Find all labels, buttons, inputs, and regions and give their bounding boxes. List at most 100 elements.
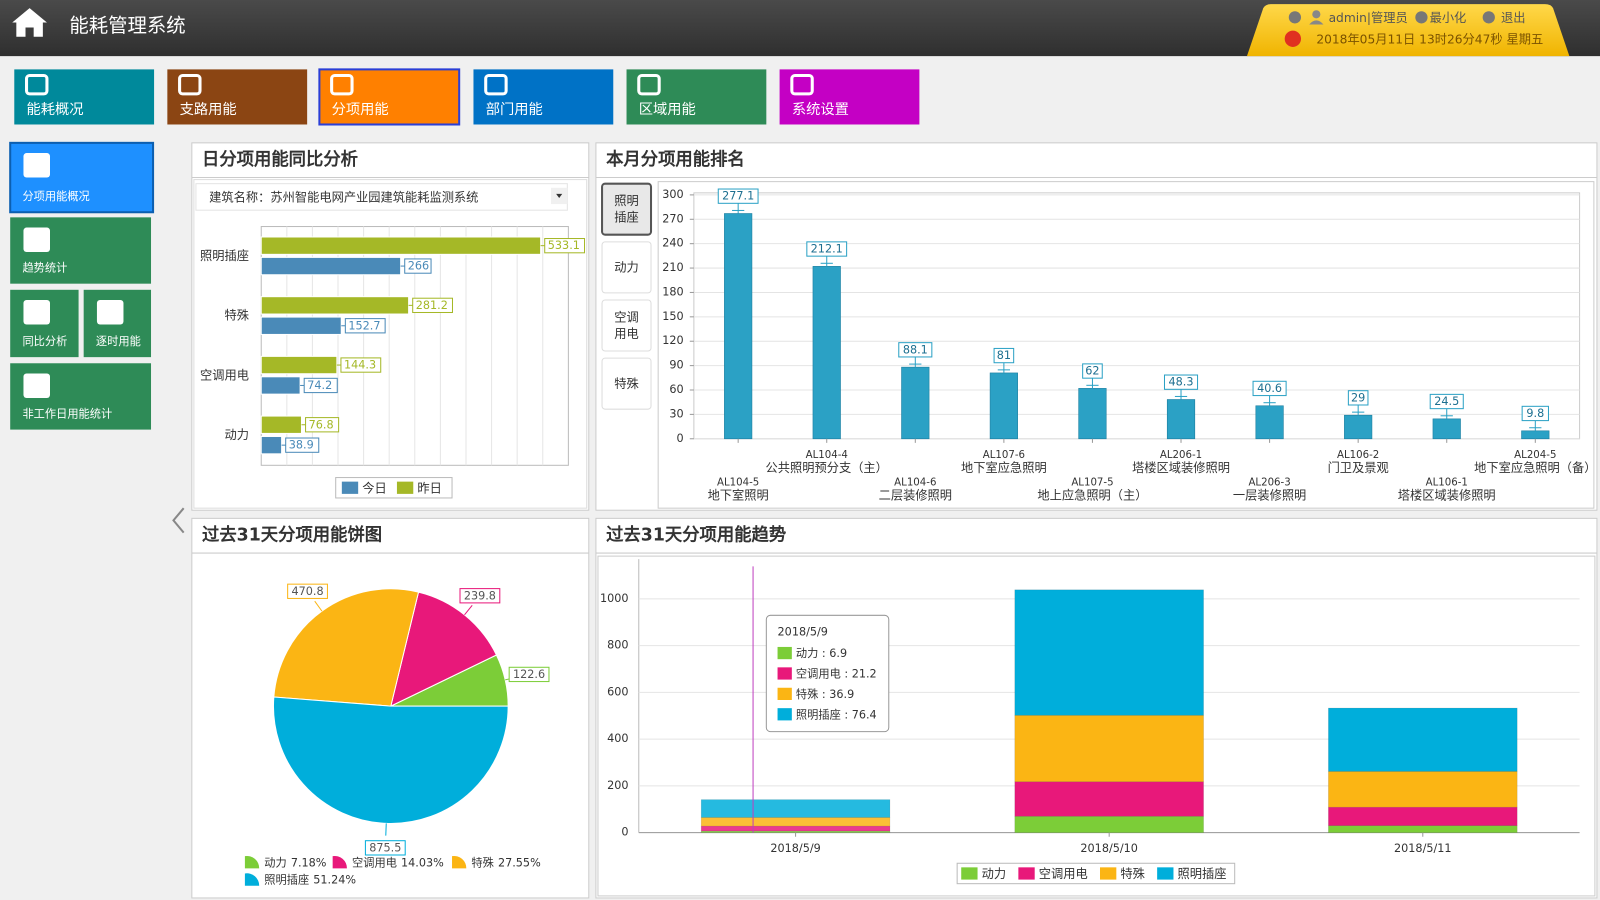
data-label: 239.8 (464, 589, 496, 602)
alarm-icon[interactable] (1284, 30, 1302, 47)
legend-percent: 51.24% (313, 874, 356, 887)
bar (1255, 405, 1284, 440)
label-box (344, 318, 386, 334)
y-tick-label: 600 (607, 685, 628, 698)
data-label: 281.2 (416, 299, 448, 312)
category-button[interactable] (601, 241, 652, 294)
legend-percent: 27.55% (498, 856, 541, 869)
building-select[interactable] (195, 183, 568, 211)
nav-tile[interactable] (473, 69, 614, 125)
y-tick-label: 30 (669, 407, 683, 420)
sidebar-label: 非工作日用能统计 (22, 406, 112, 420)
category-button-text[interactable]: 动力 (603, 243, 650, 292)
nav-label: 区域用能 (639, 101, 696, 118)
bar-segment (700, 799, 891, 818)
legend-percent: 14.03% (401, 856, 444, 869)
category-button-label[interactable]: 特殊 (614, 376, 639, 391)
bar (260, 236, 542, 255)
legend-swatch (244, 855, 260, 869)
bar (989, 372, 1018, 440)
data-label: 875.5 (369, 841, 401, 854)
bar (260, 256, 402, 276)
legend-swatch (452, 855, 467, 869)
sidebar-icon (96, 300, 124, 325)
nav-icon (484, 73, 508, 96)
y-tick-label: 270 (662, 212, 683, 225)
label-box (1082, 363, 1103, 379)
label-box (1521, 405, 1549, 422)
category-button-label[interactable]: 照明插座 (614, 193, 639, 225)
legend-swatch (1100, 867, 1117, 880)
y-tick-label: 0 (621, 826, 628, 839)
filter-label: 建筑名称： (209, 189, 270, 204)
nav-icon (330, 73, 354, 96)
x-tick-label: AL107-5 (1071, 478, 1113, 489)
label-box (305, 417, 340, 433)
data-label: 24.5 (1434, 395, 1459, 408)
data-label: 40.6 (1257, 382, 1282, 395)
y-tick-label: 照明插座 (200, 248, 249, 263)
label-box (1429, 393, 1464, 410)
x-tick-label: 地下室应急照明（备） (1474, 460, 1596, 475)
category-button-text[interactable]: 特殊 (603, 359, 650, 408)
info-icon[interactable] (1288, 11, 1302, 24)
minimize-icon[interactable] (1415, 11, 1428, 24)
collapse-arrow[interactable] (172, 507, 185, 534)
legend-label: 今日 (362, 480, 386, 495)
tooltip (765, 614, 890, 733)
pie-slice (390, 591, 498, 708)
home-icon[interactable] (12, 8, 47, 37)
x-tick-label: 地下室照明 (708, 487, 769, 502)
bar (1521, 430, 1550, 440)
user-name: admin|管理员 (1329, 10, 1408, 26)
datetime: 2018年05月11日 13时26分47秒 星期五 (1316, 32, 1543, 46)
x-tick-label: 门卫及景观 (1328, 460, 1389, 475)
bar (724, 213, 753, 440)
panel-title: 本月分项用能排名 (606, 149, 745, 170)
data-label: 81 (997, 349, 1011, 362)
x-tick-label: 塔楼区域装修照明 (1398, 487, 1496, 502)
nav-label: 部门用能 (486, 101, 543, 118)
category-button[interactable] (601, 299, 652, 352)
data-label: 48.3 (1169, 376, 1194, 389)
nav-tile[interactable] (779, 69, 920, 125)
category-button[interactable] (601, 357, 652, 410)
nav-tile[interactable] (14, 69, 155, 125)
minimize-button[interactable]: 最小化 (1430, 11, 1467, 25)
legend-swatch (1018, 867, 1035, 880)
bar (260, 415, 302, 434)
nav-tile[interactable] (626, 69, 767, 125)
nav-tile[interactable] (318, 68, 461, 126)
category-button-label[interactable]: 动力 (614, 260, 639, 275)
bar-segment (1014, 715, 1204, 783)
category-button-label[interactable]: 空调用电 (614, 310, 639, 341)
sidebar-label: 同比分析 (22, 334, 67, 348)
data-label: 266 (408, 260, 429, 273)
bar (901, 366, 930, 440)
category-button-text[interactable]: 照明插座 (603, 185, 650, 234)
exit-button[interactable]: 退出 (1501, 11, 1525, 25)
data-label: 76.8 (309, 418, 334, 431)
nav-tile[interactable] (167, 69, 308, 125)
panel-title: 日分项用能同比分析 (202, 149, 358, 170)
label-box (285, 437, 320, 453)
legend-label: 动力 7.18% (264, 856, 327, 869)
bar-segment (1328, 825, 1518, 833)
data-label: 9.8 (1526, 407, 1544, 420)
label-box (806, 241, 848, 257)
data-label: 88.1 (903, 343, 928, 356)
data-label: 29 (1351, 391, 1365, 404)
nav-label: 系统设置 (792, 101, 849, 118)
y-tick-label: 1000 (600, 592, 629, 605)
data-label: 152.7 (348, 319, 380, 332)
category-button[interactable] (601, 182, 653, 236)
user-icon (1312, 10, 1321, 19)
y-tick-label: 90 (669, 359, 683, 372)
x-tick-label: 塔楼区域装修照明 (1132, 460, 1230, 475)
legend-label: 特殊 (1120, 866, 1144, 881)
bar (260, 376, 301, 395)
label-leader (314, 600, 323, 612)
category-button-text[interactable]: 空调用电 (603, 301, 650, 350)
y-tick-label: 800 (607, 639, 628, 652)
exit-icon[interactable] (1482, 11, 1495, 24)
